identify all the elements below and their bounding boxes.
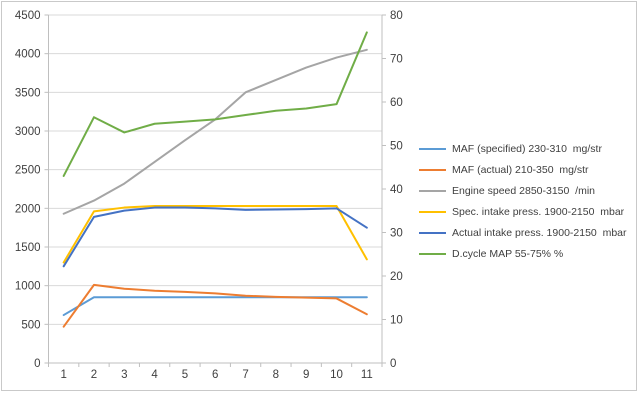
y-axis-left-label: 0 [34, 358, 40, 370]
y-axis-right-label: 40 [390, 184, 403, 196]
x-axis-label: 3 [121, 369, 127, 381]
legend-label-dcycle-map: D.cycle MAP 55-75% % [452, 247, 564, 260]
y-axis-right-label: 60 [390, 97, 403, 109]
x-axis-label: 4 [151, 369, 158, 381]
series-line-maf-specified-230-310-mg-str [62, 296, 368, 317]
chart-border-frame [1, 1, 637, 391]
series-line-d-cycle-map-55-75 [62, 31, 368, 177]
legend-label-maf-actual: MAF (actual) 210-350 mg/str [452, 163, 589, 176]
y-axis-right-label: 10 [390, 315, 403, 327]
legend-label-actual-intake-press: Actual intake press. 1900-2150 mbar [452, 226, 627, 239]
y-axis-left-label: 2000 [15, 203, 41, 215]
legend-swatch-spec-intake-press [419, 210, 446, 213]
y-axis-left-label: 2500 [15, 165, 41, 177]
y-axis-right-label: 20 [390, 271, 403, 283]
y-axis-right-label: 70 [390, 54, 403, 66]
x-axis-label: 8 [273, 369, 279, 381]
x-axis-label: 1 [60, 369, 66, 381]
y-axis-right-label: 50 [390, 141, 403, 153]
y-axis-left-label: 4500 [15, 10, 41, 22]
series-line-maf-actual-210-350-mg-str [62, 283, 368, 328]
y-axis-left-label: 500 [21, 319, 40, 331]
series-line-actual-intake-press-1900-2150-mbar [62, 206, 368, 268]
legend-label-engine-speed: Engine speed 2850-3150 /min [452, 184, 596, 197]
legend-item-maf-actual: MAF (actual) 210-350 mg/str [419, 159, 627, 180]
x-axis-label: 5 [182, 369, 188, 381]
x-axis-label: 10 [330, 369, 343, 381]
chart-legend: MAF (specified) 230-310 mg/str MAF (actu… [419, 138, 627, 264]
y-axis-left-label: 1500 [15, 242, 41, 254]
legend-swatch-maf-actual [419, 168, 446, 171]
y-axis-right-label: 30 [390, 228, 403, 240]
legend-label-maf-specified: MAF (specified) 230-310 mg/str [452, 142, 602, 155]
x-axis-label: 6 [212, 369, 218, 381]
legend-swatch-actual-intake-press [419, 231, 446, 234]
x-axis-label: 2 [91, 369, 97, 381]
legend-swatch-maf-specified [419, 147, 446, 150]
y-axis-left-label: 3000 [15, 126, 41, 138]
x-axis-label: 11 [361, 369, 373, 381]
y-axis-left-label: 1000 [15, 281, 41, 293]
y-axis-left-label: 4000 [15, 49, 41, 61]
y-axis-right-label: 0 [390, 358, 396, 370]
legend-item-spec-intake-press: Spec. intake press. 1900-2150 mbar [419, 201, 627, 222]
legend-item-maf-specified: MAF (specified) 230-310 mg/str [419, 138, 627, 159]
y-axis-left-label: 3500 [15, 87, 41, 99]
legend-item-actual-intake-press: Actual intake press. 1900-2150 mbar [419, 222, 627, 243]
x-axis-label: 7 [242, 369, 248, 381]
legend-label-spec-intake-press: Spec. intake press. 1900-2150 mbar [452, 205, 625, 218]
series-line-engine-speed-2850-3150-min [62, 48, 368, 215]
y-axis-right-label: 80 [390, 10, 403, 22]
legend-swatch-engine-speed [419, 189, 446, 192]
x-axis-label: 9 [303, 369, 309, 381]
legend-item-engine-speed: Engine speed 2850-3150 /min [419, 180, 627, 201]
series-line-spec-intake-press-1900-2150-mbar [62, 205, 368, 264]
legend-item-dcycle-map: D.cycle MAP 55-75% % [419, 243, 627, 264]
legend-swatch-dcycle-map [419, 252, 446, 255]
